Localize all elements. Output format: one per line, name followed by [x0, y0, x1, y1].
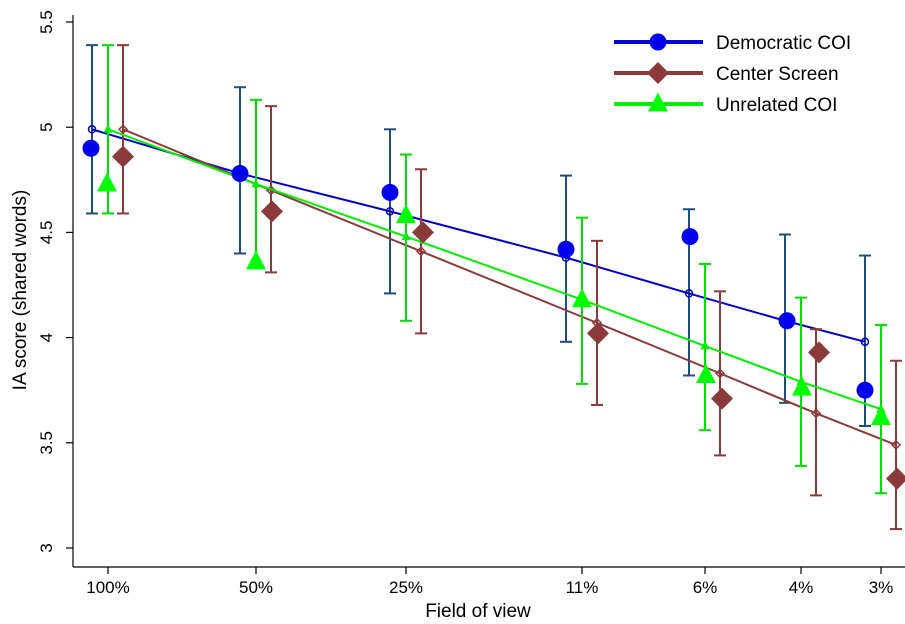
fitted-point — [415, 246, 427, 257]
series-markers-unrelated-coi — [97, 172, 891, 426]
legend: Democratic COI Center Screen Unrelated COI — [614, 33, 851, 116]
x-ticks: 100% 50% 25% 11% 6% 4% 3% — [86, 567, 893, 597]
data-point — [246, 250, 266, 270]
fit-line — [91, 128, 866, 343]
x-tick-label: 50% — [239, 578, 273, 597]
plot-area — [82, 44, 905, 531]
fitted-point — [810, 408, 822, 419]
y-tick-label: 5.5 — [37, 10, 56, 34]
data-point — [261, 200, 283, 223]
data-point — [231, 164, 249, 182]
y-tick-label: 3 — [37, 543, 56, 552]
fitted-point — [87, 125, 97, 134]
legend-label: Center Screen — [716, 64, 839, 85]
y-ticks: 3 3.5 4 4.5 5 5.5 — [37, 10, 73, 553]
x-tick-label: 4% — [789, 578, 814, 597]
data-point — [871, 406, 891, 426]
x-axis-title: Field of view — [425, 601, 531, 622]
series-markers-democratic-coi — [82, 139, 874, 399]
y-tick-label: 4.5 — [37, 221, 56, 245]
data-point — [808, 341, 830, 364]
fitted-point — [401, 231, 411, 240]
fit-line — [107, 128, 882, 411]
y-axis-title: IA score (shared words) — [10, 190, 31, 391]
fitted-point — [251, 178, 261, 188]
data-point — [396, 204, 416, 224]
series-markers-center-screen — [112, 145, 905, 490]
x-tick-label: 6% — [693, 578, 718, 597]
fitted-point — [860, 337, 870, 347]
y-tick-label: 4 — [37, 333, 56, 342]
data-point — [572, 288, 592, 308]
fitted-point — [385, 207, 395, 216]
data-point — [711, 387, 733, 410]
fitted-point — [714, 368, 726, 379]
data-point — [587, 322, 609, 345]
data-point — [412, 221, 434, 244]
data-point — [886, 467, 905, 490]
legend-marker — [647, 62, 669, 84]
x-tick-label: 25% — [389, 578, 423, 597]
y-tick-label: 3.5 — [37, 431, 56, 455]
x-tick-label: 3% — [869, 578, 894, 597]
fitted-point — [890, 439, 902, 450]
y-tick-label: 5 — [37, 122, 56, 131]
fitted-point — [117, 124, 129, 135]
data-point — [112, 145, 134, 168]
data-point — [557, 240, 575, 258]
data-point — [381, 183, 399, 201]
data-point — [778, 312, 796, 330]
x-tick-label: 11% — [566, 578, 599, 597]
axes: 3 3.5 4 4.5 5 5.5 100% 50% 25% 11% 6% 4% 3% Field o… — [10, 10, 905, 622]
data-point — [696, 363, 716, 383]
data-point — [681, 228, 699, 246]
fitted-point — [684, 289, 694, 298]
x-tick-label: 100% — [86, 578, 129, 597]
data-point — [97, 172, 117, 192]
legend-marker — [649, 33, 667, 51]
legend-label: Unrelated COI — [716, 95, 837, 116]
data-point — [792, 376, 812, 396]
legend-label: Democratic COI — [716, 33, 851, 54]
data-point — [82, 139, 100, 157]
legend-marker — [648, 92, 668, 112]
fitted-point — [103, 124, 113, 133]
fitted-point — [700, 340, 710, 350]
data-point — [856, 381, 874, 399]
